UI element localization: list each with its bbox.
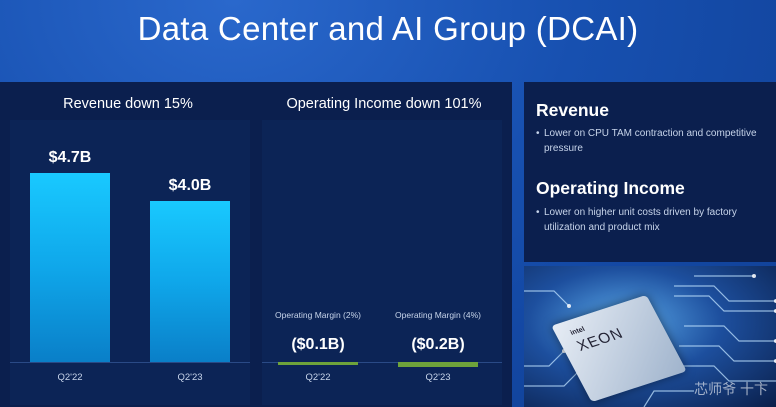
circuit-traces xyxy=(524,274,776,407)
revenue-chart-title: Revenue down 15% xyxy=(63,96,193,112)
operating-income-value-label: ($0.1B) xyxy=(291,336,345,353)
operating-income-plot-area xyxy=(262,120,502,405)
revenue-bullet: • Lower on CPU TAM contraction and compe… xyxy=(536,127,761,156)
operating-margin-label: Operating Margin (2%) xyxy=(275,310,361,320)
operating-income-x-tick: Q2'22 xyxy=(305,372,331,383)
revenue-value-label: $4.7B xyxy=(48,149,92,167)
operating-income-bullet-text: Lower on higher unit costs driven by fac… xyxy=(544,207,737,233)
operating-income-chart-title: Operating Income down 101% xyxy=(286,96,482,112)
page-title: Data Center and AI Group (DCAI) xyxy=(137,10,639,47)
watermark: 芯师爷 十卞 xyxy=(694,381,768,397)
info-panel: Revenue • Lower on CPU TAM contraction a… xyxy=(524,82,776,262)
bullet-marker: • xyxy=(536,128,540,139)
revenue-value-label: $4.0B xyxy=(168,177,212,195)
operating-income-value-label: ($0.2B) xyxy=(411,336,465,353)
operating-income-bar xyxy=(278,362,358,365)
revenue-baseline xyxy=(10,362,250,363)
operating-income-baseline xyxy=(262,362,502,363)
operating-income-bar xyxy=(398,362,478,367)
revenue-heading: Revenue xyxy=(536,100,609,120)
revenue-bar xyxy=(30,173,110,362)
revenue-bar xyxy=(150,201,230,362)
xeon-chip-image: intel XEON 芯师爷 十卞 xyxy=(524,266,776,407)
operating-income-x-tick: Q2'23 xyxy=(425,372,451,383)
bullet-marker: • xyxy=(536,207,540,218)
revenue-x-tick: Q2'22 xyxy=(57,372,83,383)
revenue-x-tick: Q2'23 xyxy=(177,372,203,383)
operating-income-bullet: • Lower on higher unit costs driven by f… xyxy=(536,206,761,235)
operating-income-heading: Operating Income xyxy=(536,178,685,198)
charts-panel: Revenue down 15% Operating Income down 1… xyxy=(0,82,512,407)
operating-margin-label: Operating Margin (4%) xyxy=(395,310,481,320)
revenue-bullet-text: Lower on CPU TAM contraction and competi… xyxy=(544,128,757,154)
